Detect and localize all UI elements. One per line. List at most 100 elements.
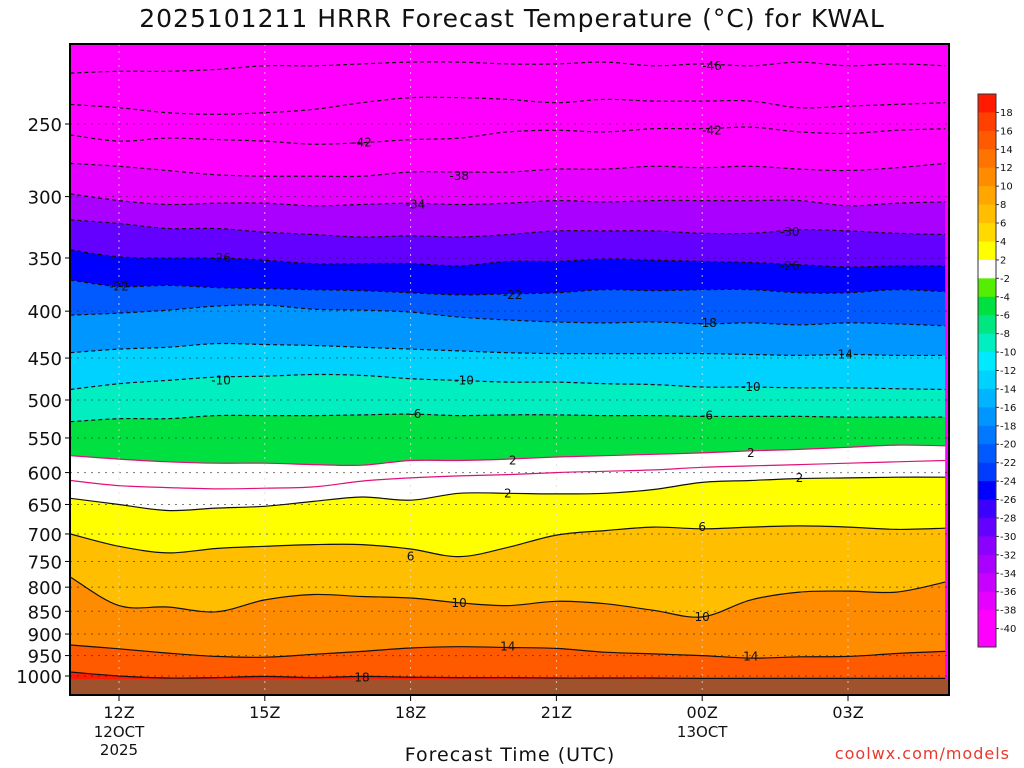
colorbar-label: -10 [1000, 348, 1016, 359]
x-tick-label: 21Z [541, 703, 572, 722]
isotherm-line [70, 126, 946, 145]
y-tick-label: 800 [28, 578, 62, 599]
colorbar-label: -32 [1000, 550, 1016, 561]
temperature-fill-layer [70, 44, 949, 695]
contour-label: -6 [701, 409, 713, 423]
y-tick-label: 900 [28, 625, 62, 646]
x-tick-label: 03Z [832, 703, 863, 722]
colorbar-label: -4 [1000, 292, 1010, 303]
contour-label: 10 [452, 596, 467, 610]
temperature-band [70, 61, 946, 115]
contour-label-text: 2 [504, 486, 512, 500]
contour-label: -42 [352, 136, 372, 150]
contour-label-text: -14 [833, 347, 853, 361]
contour-label-text: -10 [741, 380, 761, 394]
contour-label-text: -30 [780, 225, 800, 239]
isotherm-line [70, 279, 946, 296]
temperature-band [70, 460, 946, 511]
plot-frame [69, 43, 950, 696]
y-tick-label: 300 [28, 188, 62, 209]
contour-label: -22 [503, 288, 523, 302]
colorbar-label: -40 [1000, 624, 1016, 635]
colorbar-label: -38 [1000, 606, 1016, 617]
x-tick-label: 12Z [103, 703, 134, 722]
contour-label-text: -18 [697, 316, 717, 330]
colorbar-swatch [978, 186, 996, 206]
colorbar-label: -16 [1000, 403, 1016, 414]
colorbar-swatch [978, 149, 996, 169]
isotherm-line [70, 373, 946, 391]
contour-label: 14 [743, 649, 758, 663]
colorbar-label: -8 [1000, 329, 1010, 340]
colorbar-swatch [978, 296, 996, 316]
contour-label-text: 2 [509, 453, 517, 467]
isotherm-line [70, 459, 946, 490]
isotherm-line [70, 444, 946, 467]
colorbar-swatch [978, 130, 996, 150]
isotherm-layer [70, 61, 946, 680]
contour-label: -26 [211, 251, 231, 265]
colorbar-label: 8 [1000, 200, 1006, 211]
colorbar-label: -28 [1000, 513, 1016, 524]
colorbar-swatch [978, 278, 996, 298]
temperature-band [70, 577, 946, 659]
temperature-band [70, 304, 946, 356]
isotherm-line [70, 162, 946, 178]
colorbar-label: 6 [1000, 219, 1006, 230]
contour-label-text: -22 [109, 280, 129, 294]
contour-label: 14 [500, 640, 515, 654]
contour-label: -38 [449, 169, 469, 183]
temperature-band [70, 374, 946, 422]
colorbar-swatch [978, 573, 996, 593]
isotherm-line [70, 219, 946, 238]
y-tick-label: 350 [28, 249, 62, 270]
contour-label-text: -6 [701, 409, 713, 423]
temperature-band [70, 445, 946, 489]
contour-label: -26 [780, 259, 800, 273]
y-tick-label: 450 [28, 349, 62, 370]
x-tick-date: 12OCT [94, 723, 145, 741]
colorbar-label: 12 [1000, 163, 1013, 174]
colorbar-swatch [978, 333, 996, 353]
isotherm-line [70, 304, 946, 327]
contour-label-text: 14 [743, 649, 758, 663]
colorbar-label: -26 [1000, 495, 1016, 506]
contour-label-text: -22 [503, 288, 523, 302]
colorbar-swatch [978, 462, 996, 482]
isotherm-line [70, 476, 946, 512]
contour-label: -46 [702, 59, 722, 73]
colorbar-label: 18 [1000, 108, 1013, 119]
colorbar-swatch [978, 352, 996, 371]
colorbar-label: -2 [1000, 274, 1010, 285]
colorbar-swatch [978, 499, 996, 519]
contour-label-text: 10 [452, 596, 467, 610]
contour-label: -34 [406, 197, 426, 211]
colorbar-swatch [978, 610, 996, 630]
contour-label: 2 [509, 453, 517, 467]
y-tick-label: 400 [28, 302, 62, 323]
y-tick-label: 250 [28, 115, 62, 136]
x-tick-label: 15Z [249, 703, 280, 722]
contour-label-text: -10 [211, 373, 231, 387]
colorbar-label: -24 [1000, 477, 1016, 488]
isotherm-line [70, 249, 946, 268]
temperature-band [70, 477, 946, 557]
contour-label-text: -42 [702, 123, 722, 137]
contour-label-text: 2 [796, 471, 804, 485]
temperature-band [70, 97, 946, 145]
isotherm-line [70, 193, 946, 207]
colorbar-swatch [978, 204, 996, 224]
colorbar-label: -18 [1000, 421, 1016, 432]
temperature-band [70, 219, 946, 268]
colorbar-label: 14 [1000, 145, 1013, 156]
axis-layer: 2503003504004505005506006507007508008509… [16, 115, 864, 759]
colorbar-swatch [978, 112, 996, 132]
colorbar-swatch [978, 628, 996, 648]
contour-label: 18 [354, 671, 369, 685]
contour-label: 2 [796, 471, 804, 485]
temperature-band [70, 280, 946, 326]
contour-label-text: -46 [702, 59, 722, 73]
contour-label-text: -6 [409, 407, 421, 421]
contour-label: -6 [409, 407, 421, 421]
